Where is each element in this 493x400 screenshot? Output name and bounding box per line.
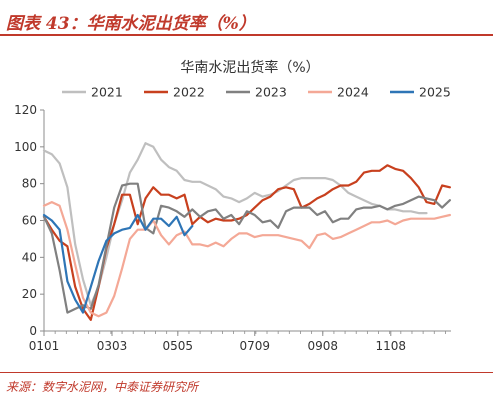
x-tick-label: 0303 — [97, 339, 128, 353]
series-line-2024 — [42, 201, 451, 318]
y-tick-label: 20 — [22, 287, 37, 301]
x-tick-label: 0101 — [29, 339, 60, 353]
chart-title: 华南水泥出货率（%） — [180, 59, 319, 76]
x-tick-label: 0908 — [307, 339, 338, 353]
figure-header: 图表 43：华南水泥出货率（%） — [0, 0, 493, 40]
y-tick-label: 120 — [14, 103, 37, 117]
series-line-2025 — [42, 213, 194, 314]
y-tick-label: 60 — [22, 214, 37, 228]
legend-label-2021: 2021 — [91, 85, 123, 100]
footer-divider — [0, 372, 493, 373]
x-tick-label: 0505 — [163, 339, 194, 353]
legend-label-2022: 2022 — [173, 85, 205, 100]
legend-label-2024: 2024 — [337, 85, 369, 100]
chart-legend: 2021 2022 2023 2024 2025 — [62, 85, 451, 100]
source-note: 来源：数字水泥网，中泰证券研究所 — [6, 380, 199, 394]
series-line-2022 — [42, 164, 451, 321]
x-tick-label: 1108 — [376, 339, 407, 353]
y-tick-label: 100 — [14, 140, 37, 154]
y-tick-label: 0 — [29, 324, 37, 338]
y-tick-label: 40 — [22, 250, 37, 264]
series-line-2023 — [42, 182, 451, 314]
legend-label-2025: 2025 — [419, 85, 451, 100]
chart-axes: 0 20 40 60 80 100 120 0101 0303 0505 0709 0908 1108 — [14, 103, 451, 353]
figure-title: 图表 43：华南水泥出货率（%） — [6, 14, 256, 34]
y-tick-label: 80 — [22, 177, 37, 191]
header-divider — [0, 34, 493, 36]
legend-label-2023: 2023 — [255, 85, 287, 100]
series-line-2021 — [42, 142, 428, 307]
chart-canvas: 华南水泥出货率（%） 2021 2022 2023 2024 2025 0 20 40 60 8… — [14, 59, 451, 353]
line-chart: 华南水泥出货率（%） 2021 2022 2023 2024 2025 0 20 40 60 8… — [0, 40, 493, 370]
x-tick-label: 0709 — [239, 339, 270, 353]
chart-series — [42, 142, 451, 321]
